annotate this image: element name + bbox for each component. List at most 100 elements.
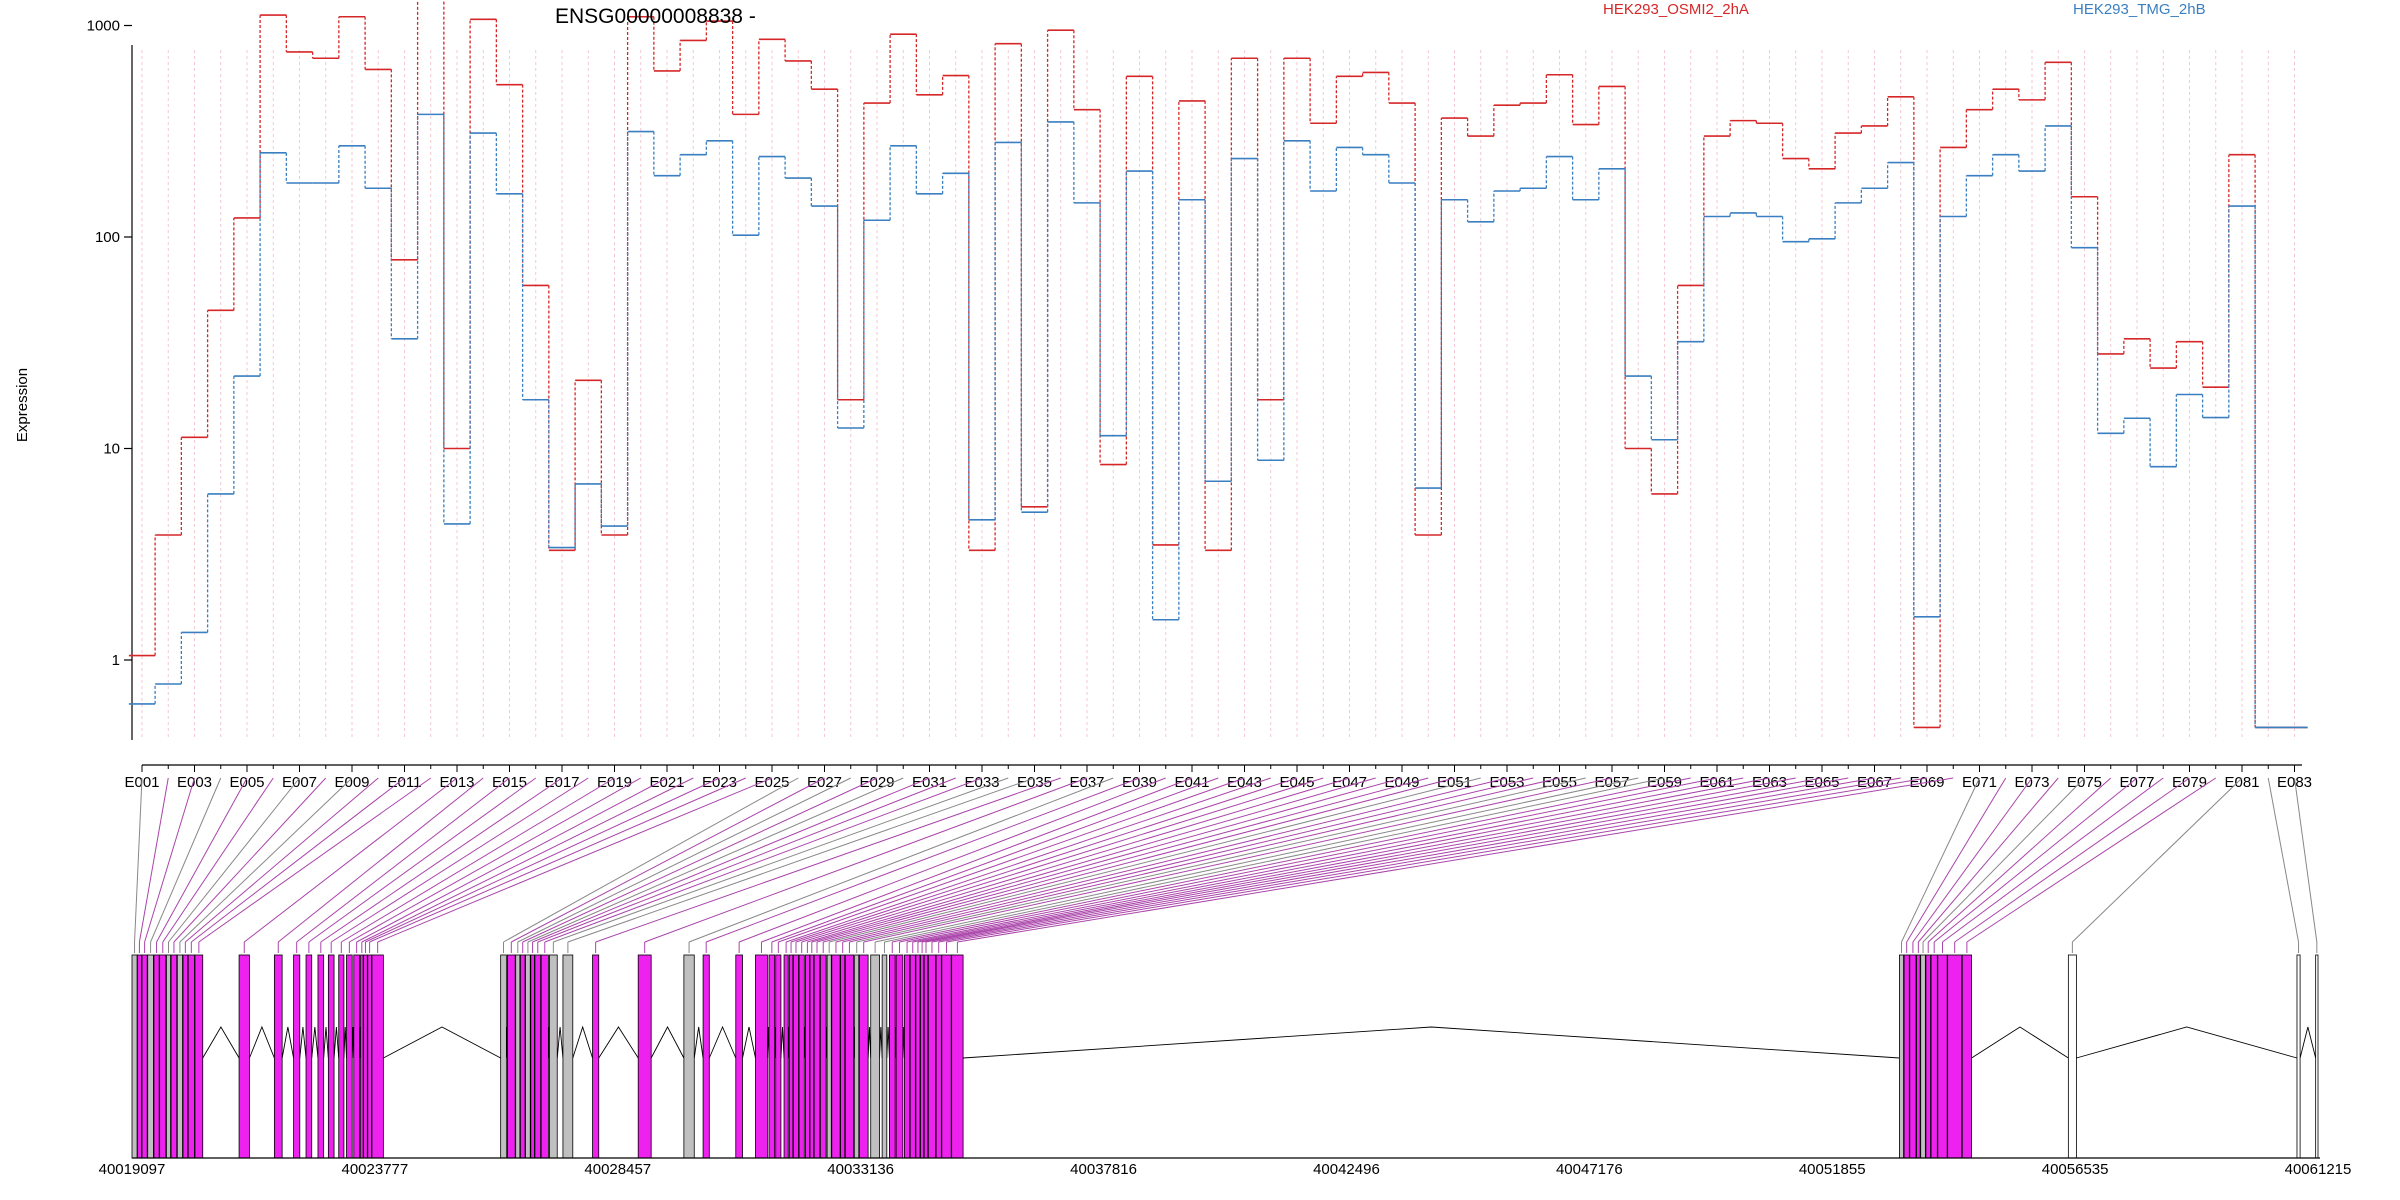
exon-E039 — [702, 954, 710, 1159]
x-tick-label-E007: E007 — [282, 774, 317, 791]
exon-E026 — [500, 954, 507, 1159]
connector-E078 — [1942, 777, 2164, 943]
x-tick-label-E021: E021 — [649, 774, 684, 791]
connector-E049 — [811, 777, 1403, 943]
connector-E070 — [957, 777, 1954, 943]
exon-E051 — [819, 954, 827, 1159]
exon-E058 — [870, 954, 880, 1159]
connector-E076 — [1927, 777, 2112, 943]
connector-E062 — [906, 777, 1744, 943]
exon-E029 — [519, 954, 526, 1159]
connector-E035 — [567, 777, 1035, 943]
connector-E017 — [320, 777, 563, 943]
exon-E023 — [363, 954, 368, 1159]
exon-E061 — [895, 954, 904, 1159]
connector-E048 — [807, 777, 1376, 943]
exon-E068 — [935, 954, 942, 1159]
exon-E011 — [187, 954, 195, 1159]
connector-E067 — [931, 777, 1875, 943]
exon-grid-lines — [141, 50, 2295, 740]
exon-E069 — [941, 954, 952, 1159]
connector-E014 — [277, 777, 484, 943]
exon-E024 — [367, 954, 372, 1159]
intron-E057 — [867, 1026, 872, 1059]
intron-E037 — [650, 1026, 685, 1059]
x-tick-label-E081: E081 — [2224, 774, 2259, 791]
connector-E058 — [875, 777, 1639, 943]
connector-E034 — [553, 777, 1009, 943]
x-tick-label-E079: E079 — [2172, 774, 2207, 791]
x-tick-label-E041: E041 — [1174, 774, 1209, 791]
x-tick-label-E025: E025 — [754, 774, 789, 791]
connector-E082 — [2267, 777, 2300, 943]
intron-E013 — [249, 1025, 275, 1059]
exon-E018 — [327, 954, 335, 1159]
intron-E025 — [383, 1026, 501, 1059]
x-tick-label-E011: E011 — [388, 774, 422, 791]
connector-E054 — [842, 777, 1534, 943]
connector-E081 — [2072, 777, 2243, 943]
connector-E010 — [185, 777, 379, 943]
connector-E028 — [517, 777, 851, 943]
connector-E083 — [2294, 777, 2318, 943]
connector-E003 — [144, 777, 195, 943]
exon-E080 — [1961, 954, 1972, 1159]
exon-E015 — [293, 954, 301, 1159]
connector-E063 — [912, 777, 1770, 943]
x-tick-label-E035: E035 — [1017, 774, 1052, 791]
intron-E016 — [311, 1026, 319, 1059]
connector-E065 — [922, 777, 1823, 943]
exon-E065 — [920, 954, 925, 1159]
y-tick-label-1000: 1000 — [87, 18, 120, 35]
x-tick-label-E005: E005 — [229, 774, 264, 791]
connector-E023 — [365, 777, 720, 943]
connector-E024 — [369, 777, 746, 943]
connector-E012 — [198, 777, 432, 943]
connector-E008 — [173, 777, 327, 943]
coordinate-label-40019097: 40019097 — [99, 1161, 166, 1178]
exon-E004 — [147, 954, 154, 1159]
connector-E001 — [134, 777, 143, 943]
connector-E072 — [1906, 777, 2007, 943]
intron-E012 — [202, 1026, 240, 1059]
exon-E070 — [951, 954, 964, 1159]
intron-lines — [202, 1025, 2317, 1059]
exon-E049 — [809, 954, 815, 1159]
exon-E001 — [131, 954, 138, 1159]
x-tick-label-E039: E039 — [1122, 774, 1157, 791]
connector-E007 — [168, 777, 300, 943]
x-tick-label-E013: E013 — [439, 774, 474, 791]
exon-E019 — [338, 954, 345, 1159]
intron-E018 — [333, 1026, 340, 1059]
exon-E010 — [182, 954, 189, 1159]
intron-E040 — [742, 1026, 756, 1059]
exon-E045 — [788, 954, 794, 1159]
exon-E057 — [858, 954, 869, 1159]
connector-E013 — [243, 777, 458, 943]
x-tick-label-E043: E043 — [1227, 774, 1262, 791]
connector-E036 — [595, 777, 1061, 943]
connector-E047 — [801, 777, 1350, 943]
exon-E078 — [1937, 954, 1948, 1159]
exon-E081 — [2067, 954, 2077, 1159]
connector-E006 — [162, 777, 274, 943]
exon-E014 — [273, 954, 283, 1159]
exon-E055 — [844, 954, 854, 1159]
coordinate-label-40056535: 40056535 — [2042, 1161, 2109, 1178]
connector-E059 — [884, 777, 1665, 943]
connector-E079 — [1954, 777, 2190, 943]
connector-E032 — [537, 777, 956, 943]
x-tick-label-E037: E037 — [1069, 774, 1104, 791]
exon-E013 — [238, 954, 250, 1159]
exon-E079 — [1947, 954, 1963, 1159]
exon-E074 — [1916, 954, 1921, 1159]
intron-E080 — [1971, 1026, 2069, 1059]
exon-E020 — [346, 954, 353, 1159]
connector-E045 — [790, 777, 1298, 943]
exon-E021 — [353, 954, 360, 1159]
connector-E029 — [522, 777, 878, 943]
exon-boxes — [131, 954, 2319, 1159]
connector-E031 — [532, 777, 930, 943]
x-tick-label-E049: E049 — [1384, 774, 1419, 791]
x-tick-label-E045: E045 — [1279, 774, 1314, 791]
